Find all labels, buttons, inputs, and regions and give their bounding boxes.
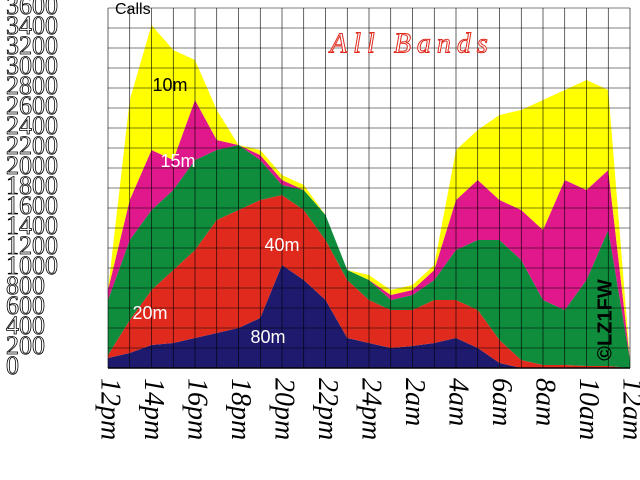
x-tick-label: 18pm <box>225 378 256 440</box>
y-tick-label: 1000 <box>6 251 58 280</box>
y-tick-label: 800 <box>6 271 45 300</box>
annotation: ©LZ1FW <box>594 279 616 361</box>
x-tick-label: 20pm <box>269 378 300 440</box>
legend-label: 15m <box>160 151 195 171</box>
y-tick-label: 400 <box>6 311 45 340</box>
y-tick-label: 2600 <box>6 91 58 120</box>
y-tick-label: 3400 <box>6 11 58 40</box>
legend-label: 80m <box>250 327 285 347</box>
grid <box>107 7 631 369</box>
legend-label: 40m <box>264 235 299 255</box>
legend-label: 10m <box>152 75 187 95</box>
x-tick-label: 16pm <box>182 378 213 440</box>
y-tick-label: 3000 <box>6 51 58 80</box>
y-tick-label: 2800 <box>6 71 58 100</box>
y-tick-label: 3200 <box>6 31 58 60</box>
area <box>108 25 630 360</box>
y-tick-label: 0 <box>6 351 19 380</box>
x-tick-label: 10am <box>573 378 604 440</box>
x-tick-label: 4am <box>443 378 474 426</box>
x-tick-label: 22pm <box>312 378 343 440</box>
chart-title: All Bands <box>328 28 494 59</box>
x-tick-label: 12am <box>617 378 640 440</box>
y-tick-label: 3600 <box>6 0 58 20</box>
area <box>108 100 630 360</box>
x-tick-label: 14pm <box>138 378 169 440</box>
y-tick-label: 2200 <box>6 131 58 160</box>
y-tick-label: 1800 <box>6 171 58 200</box>
x-tick-label: 12pm <box>95 378 126 440</box>
x-tick-label: 8am <box>530 378 561 426</box>
y-tick-label: 200 <box>6 331 45 360</box>
y-tick-label: 1400 <box>6 211 58 240</box>
x-tick-label: 6am <box>486 378 517 426</box>
y-axis-label: Calls <box>115 1 151 18</box>
y-tick-label: 600 <box>6 291 45 320</box>
legend-label: 20m <box>132 303 167 323</box>
y-tick-label: 1200 <box>6 231 58 260</box>
y-tick-label: 2000 <box>6 151 58 180</box>
x-tick-label: 24pm <box>356 378 387 440</box>
y-tick-label: 1600 <box>6 191 58 220</box>
y-tick-label: 2400 <box>6 111 58 140</box>
x-tick-label: 2am <box>399 378 430 426</box>
